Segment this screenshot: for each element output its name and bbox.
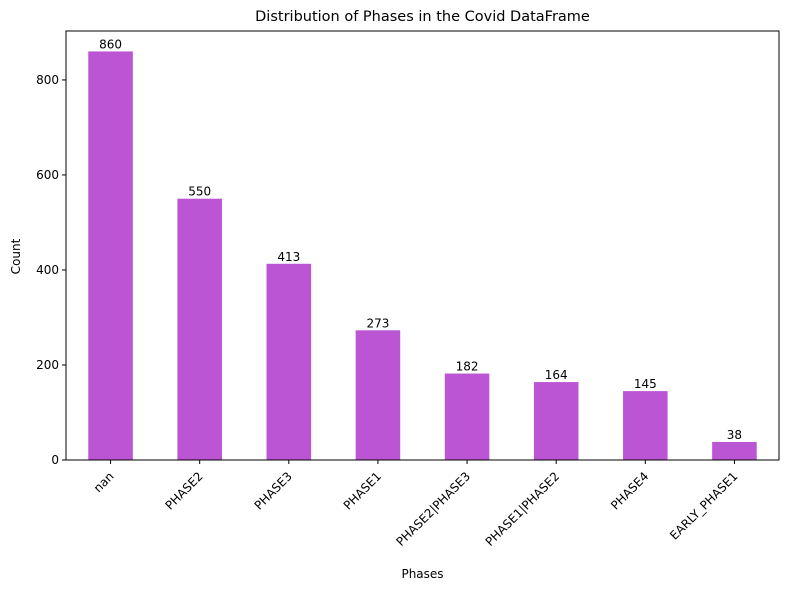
- data-label: 860: [99, 37, 122, 51]
- y-tick-label: 0: [51, 453, 59, 467]
- x-tick-label: PHASE2: [162, 469, 205, 512]
- x-tick-label: PHASE4: [608, 469, 651, 512]
- bar-phase2-phase3: [444, 373, 490, 460]
- data-label: 38: [727, 428, 742, 442]
- bars-group: [88, 51, 757, 461]
- x-tick-label: EARLY_PHASE1: [667, 469, 740, 542]
- data-label: 550: [188, 185, 211, 199]
- bar-phase1: [355, 330, 401, 460]
- bar-nan: [88, 51, 133, 461]
- x-tick-label: PHASE1|PHASE2: [483, 469, 563, 549]
- bar-phase1-phase2: [533, 382, 579, 460]
- data-label: 413: [277, 250, 300, 264]
- bar-phase2: [177, 198, 222, 460]
- x-tick-label: PHASE2|PHASE3: [394, 469, 474, 549]
- chart-title: Distribution of Phases in the Covid Data…: [255, 9, 590, 25]
- data-label: 273: [366, 316, 389, 330]
- data-label: 182: [456, 360, 479, 374]
- y-axis: 0 200 400 600 800: [36, 73, 66, 467]
- y-axis-label: Count: [9, 238, 23, 274]
- x-tick-label: PHASE1: [341, 469, 384, 512]
- x-axis-label: Phases: [401, 567, 443, 581]
- y-tick-label: 200: [36, 358, 59, 372]
- data-label: 145: [634, 377, 657, 391]
- plot-frame: [65, 30, 780, 461]
- y-tick-label: 800: [36, 73, 59, 87]
- x-tick-label: nan: [91, 469, 117, 495]
- bar-phase3: [266, 263, 312, 460]
- data-label: 164: [545, 368, 568, 382]
- bar-early-phase1: [712, 441, 757, 460]
- x-axis: nan PHASE2 PHASE3 PHASE1 PHASE2|PHASE3 PHASE1…: [91, 460, 741, 549]
- y-tick-label: 400: [36, 263, 59, 277]
- bar-phase4: [623, 391, 668, 460]
- y-tick-label: 600: [36, 168, 59, 182]
- data-labels-group: 860 550 413 273 182 164 145 38: [99, 37, 742, 442]
- x-tick-label: PHASE3: [252, 469, 295, 512]
